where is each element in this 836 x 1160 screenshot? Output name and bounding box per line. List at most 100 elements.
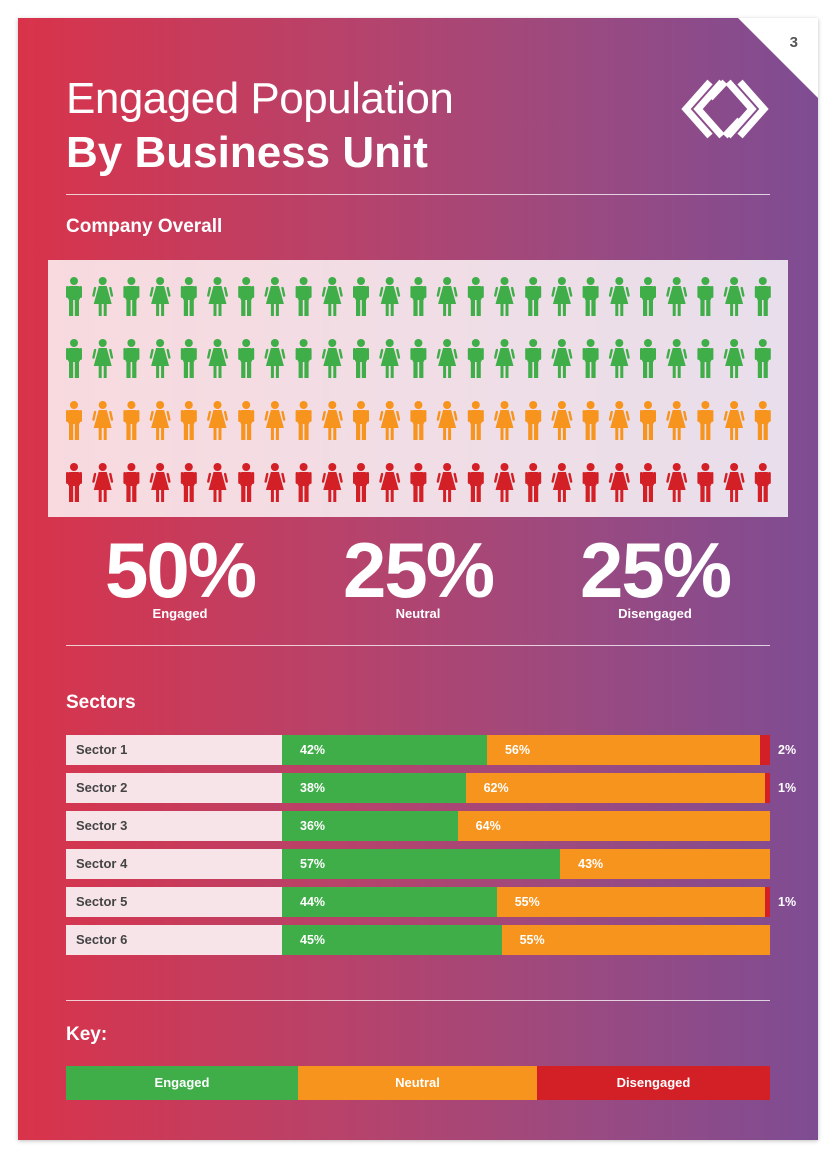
sector-name: Sector 1 [66,735,282,765]
person-icon-disengaged-man [180,463,197,502]
person-icon-disengaged-woman [551,463,573,502]
stat-label: Engaged [152,606,208,621]
sector-row: Sector 5 44% 55% 1% [66,887,796,917]
logo-icon [681,79,769,139]
person-icon-neutral-woman [494,401,515,440]
person-icon-neutral-man [467,401,484,440]
divider [66,194,770,195]
person-icon-engaged-man [640,339,656,378]
sector-name: Sector 2 [66,773,282,803]
person-icon-neutral-woman [666,401,688,440]
sector-row: Sector 6 45% 55% [66,925,770,955]
person-icon-disengaged-woman [723,463,745,502]
key-title: Key: [66,1024,108,1045]
person-icon-neutral-man [123,401,140,440]
person-icon-disengaged-woman [149,463,171,502]
person-icon-disengaged-man [66,463,82,502]
person-icon-disengaged-man [640,463,656,502]
person-icon-engaged-man [353,277,369,316]
legend-item-disengaged: Disengaged [537,1066,770,1100]
sector-name: Sector 3 [66,811,282,841]
person-icon-engaged-man [697,339,714,378]
stat-label: Disengaged [618,606,692,621]
person-icon-neutral-woman [321,401,343,440]
person-icon-neutral-man [697,401,714,440]
person-icon-neutral-woman [551,401,573,440]
disengaged-value-label: 2% [778,743,797,757]
bar-segment-engaged: 36% [282,811,458,841]
sector-row: Sector 4 57% 43% [66,849,770,879]
person-icon-engaged-woman [321,277,343,316]
sectors-label: Sectors [66,692,136,713]
person-icon-neutral-woman [436,401,458,440]
person-icon-disengaged-man [238,463,255,502]
disengaged-value-label: 1% [778,781,797,795]
person-icon-neutral-woman [207,401,228,440]
person-icon-engaged-woman [494,339,515,378]
person-icon-engaged-woman [92,339,114,378]
person-icon-neutral-woman [379,401,401,440]
sector-bar: 36% 64% [282,811,770,841]
person-icon-engaged-woman [379,277,401,316]
person-icon-engaged-woman [551,277,573,316]
sector-row: Sector 3 36% 64% [66,811,770,841]
overall-label: Company Overall [66,216,223,237]
person-icon-engaged-woman [321,339,343,378]
person-icon-neutral-man [582,401,599,440]
page-corner-fold [738,18,818,98]
bar-segment-engaged: 57% [282,849,561,879]
stat-engaged: 50% Engaged [80,530,280,621]
person-icon-neutral-woman [723,401,745,440]
divider [66,645,770,646]
person-icon-neutral-man [66,401,82,440]
person-icon-disengaged-man [525,463,542,502]
sector-bar: 45% 55% [282,925,770,955]
bar-segment-disengaged [765,773,770,803]
person-icon-engaged-man [410,277,427,316]
bar-segment-engaged: 38% [282,773,466,803]
person-icon-disengaged-man [467,463,484,502]
person-icon-disengaged-man [295,463,312,502]
person-icon-engaged-woman [149,277,171,316]
person-icon-disengaged-woman [608,463,630,502]
person-icon-neutral-man [754,401,771,440]
person-icon-engaged-woman [436,277,458,316]
person-icon-engaged-woman [207,277,228,316]
person-icon-neutral-woman [92,401,114,440]
page: 3 Engaged Population By Business Unit Co… [18,18,818,1140]
person-icon-engaged-man [66,277,82,316]
person-icon-engaged-man [582,339,599,378]
person-icon-engaged-man [238,339,255,378]
bar-segment-neutral: 43% [560,849,770,879]
person-icon-engaged-man [295,277,312,316]
person-icon-engaged-man [525,277,542,316]
legend-item-neutral: Neutral [298,1066,537,1100]
person-icon-neutral-man [640,401,656,440]
pictogram-panel [48,260,788,517]
person-icon-engaged-woman [723,277,745,316]
person-icon-engaged-man [123,339,140,378]
person-icon-engaged-man [697,277,714,316]
person-icon-engaged-man [754,339,771,378]
sector-name: Sector 5 [66,887,282,917]
person-icon-neutral-man [410,401,427,440]
stat-value: 25% [579,526,732,614]
person-icon-disengaged-woman [92,463,114,502]
person-icon-engaged-man [754,277,771,316]
person-icon-disengaged-man [697,463,714,502]
bar-segment-disengaged [760,735,770,765]
person-icon-engaged-woman [92,277,114,316]
person-icon-disengaged-man [582,463,599,502]
person-icon-engaged-man [410,339,427,378]
person-icon-engaged-woman [723,339,745,378]
page-title-line1: Engaged Population [66,74,454,123]
sector-name: Sector 4 [66,849,282,879]
sector-bar: 38% 62% [282,773,770,803]
person-icon-neutral-man [238,401,255,440]
stat-value: 25% [342,526,495,614]
person-icon-engaged-man [66,339,82,378]
person-icon-disengaged-man [123,463,140,502]
person-icon-engaged-man [467,339,484,378]
bar-segment-neutral: 55% [496,887,766,917]
pictogram-chart [66,277,771,502]
